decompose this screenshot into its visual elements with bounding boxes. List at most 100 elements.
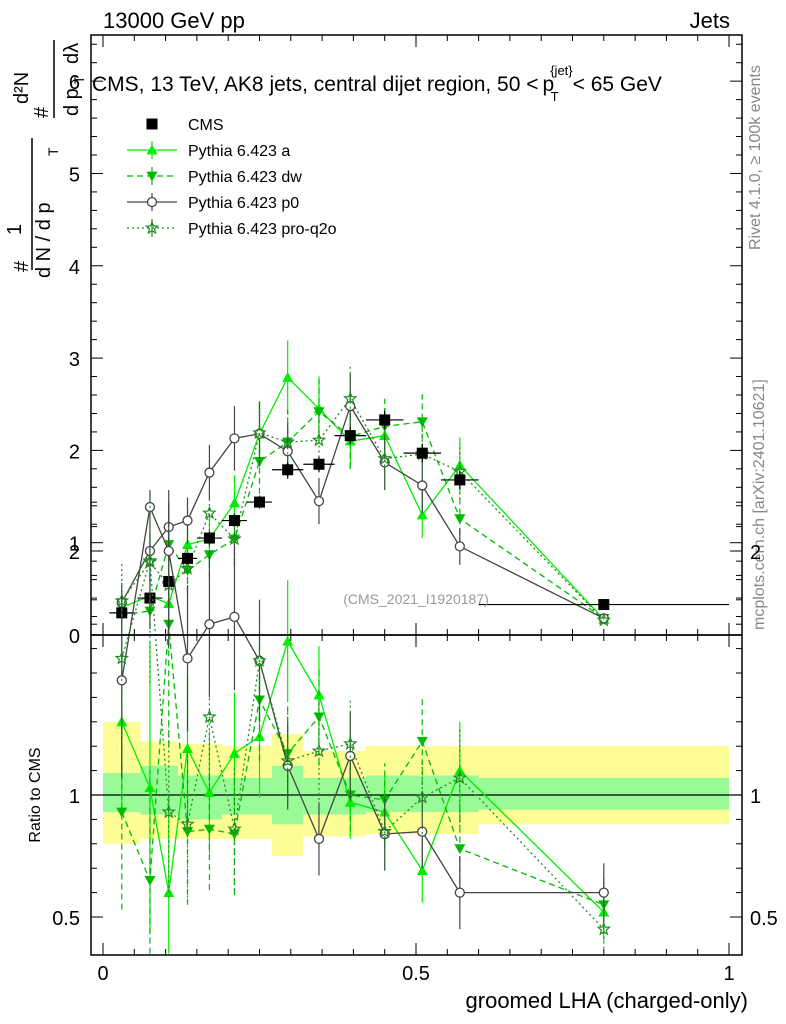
data-point-pythia_p0: [204, 619, 215, 630]
main-ytick-label: 0: [69, 626, 80, 648]
data-point-pythia_a: [282, 371, 294, 382]
data-point-pythia_proq2o: [343, 391, 358, 405]
data-point-pythia_dw: [416, 736, 428, 747]
main-title: CMS, 13 TeV, AK8 jets, central dijet reg…: [92, 63, 662, 104]
data-point-pythia_p0: [454, 541, 465, 552]
data-point-cms: [254, 496, 265, 508]
data-point-pythia_p0: [313, 496, 325, 507]
data-point-pythia_proq2o: [161, 804, 176, 819]
legend-label-pythia_p0: Pythia 6.423 p0: [188, 195, 299, 212]
data-point-pythia_proq2o: [180, 560, 195, 575]
ratio-ytick-label: 2: [69, 542, 80, 564]
main-ytick-label: 5: [69, 164, 80, 186]
data-point-pythia_p0: [229, 611, 240, 623]
main-series-layer: [109, 340, 729, 628]
data-point-pythia_proq2o: [596, 921, 612, 936]
series-line-pythia_a: [121, 639, 605, 913]
data-point-cms: [598, 599, 610, 611]
data-point-pythia_p0: [598, 887, 609, 898]
ratio-frame: [90, 634, 743, 956]
data-point-pythia_proq2o: [227, 531, 242, 546]
data-point-cms: [379, 414, 391, 426]
ratio-band-inner: [478, 777, 729, 810]
ratio-ytick-label-right: 1: [750, 786, 761, 808]
main-ytick-label: 2: [69, 441, 80, 463]
data-point-pythia_p0: [417, 480, 428, 491]
ylabel-t2: T: [71, 75, 87, 84]
data-point-cms: [228, 515, 240, 527]
data-point-pythia_p0: [282, 446, 293, 457]
data-point-pythia_proq2o: [202, 709, 217, 724]
legend-marker-pythia_dw: [146, 171, 158, 182]
data-point-pythia_dw: [454, 844, 466, 855]
header-right: Jets: [690, 8, 730, 33]
data-point-pythia_dw: [454, 514, 466, 525]
data-point-pythia_a: [416, 509, 428, 520]
data-point-cms: [313, 458, 325, 470]
legend-label-cms: CMS: [188, 117, 224, 134]
data-point-pythia_proq2o: [180, 816, 195, 831]
xtick-label: 0: [97, 963, 108, 985]
data-point-pythia_dw: [203, 824, 215, 835]
legend: CMS Pythia 6.423 a Pythia 6.423 dw Pythia 6…: [127, 117, 337, 238]
ylabel-t1: T: [45, 147, 61, 156]
data-point-pythia_proq2o: [596, 612, 612, 627]
data-point-pythia_proq2o: [252, 425, 267, 440]
data-point-pythia_a: [228, 497, 240, 508]
legend-label-pythia_proq2o: Pythia 6.423 pro-q2o: [188, 221, 337, 238]
ratio-ytick-label-right: 0.5: [750, 908, 778, 930]
ylabel-numer: d²N: [11, 72, 33, 104]
ratio-axis-ticks: 0.5 0.51 12 2: [52, 501, 778, 955]
data-point-pythia_proq2o: [280, 753, 295, 768]
data-point-pythia_proq2o: [343, 736, 358, 750]
data-point-pythia_proq2o: [202, 505, 217, 520]
series-line-pythia_p0: [121, 504, 604, 894]
data-point-pythia_dw: [313, 712, 325, 723]
series-pythia_proq2o: [114, 363, 612, 627]
data-point-pythia_p0: [313, 833, 325, 845]
data-point-pythia_proq2o: [377, 451, 392, 465]
main-ytick-label: 6: [69, 72, 80, 94]
ratio-ylabel: Ratio to CMS: [27, 747, 44, 842]
data-point-pythia_proq2o: [311, 432, 327, 447]
mcplots-label: mcplots.cern.ch [arXiv:2401.10621]: [751, 379, 768, 630]
legend-marker-pythia_proq2o: [144, 220, 160, 235]
data-point-pythia_a: [282, 635, 294, 646]
title-p: p: [543, 73, 555, 96]
rivet-label: Rivet 4.1.0, ≥ 100k events: [747, 65, 764, 250]
data-point-pythia_proq2o: [377, 823, 392, 838]
data-point-pythia_a: [182, 743, 194, 754]
data-point-pythia_proq2o: [142, 553, 158, 567]
title-tail: < 65 GeV: [573, 73, 662, 96]
series-line-pythia_p0: [121, 404, 605, 619]
ylabel-hash2: #: [31, 106, 53, 118]
ylabel-dn: d N / d p: [33, 202, 55, 278]
data-point-pythia_p0: [454, 887, 465, 898]
series-line-pythia_proq2o: [121, 560, 605, 930]
x-tick-labels: 0 0.5 1: [97, 963, 734, 985]
main-ytick-label: 1: [69, 534, 80, 556]
ratio-band-inner: [221, 777, 273, 815]
data-point-cms: [416, 447, 428, 459]
legend-label-pythia_dw: Pythia 6.423 dw: [188, 169, 302, 186]
data-point-pythia_proq2o: [114, 650, 130, 665]
data-point-cms: [344, 430, 356, 442]
data-point-pythia_a: [203, 787, 215, 797]
main-ytick-label: 3: [69, 349, 80, 371]
ylabel-hash1: #: [11, 260, 33, 272]
data-point-cms: [454, 474, 466, 486]
title-main: CMS, 13 TeV, AK8 jets, central dijet reg…: [92, 73, 539, 96]
ratio-series-layer: [114, 490, 612, 954]
data-point-cms: [282, 464, 294, 476]
ylabel-dlam: dλ: [61, 43, 83, 64]
series-line-pythia_a: [121, 376, 605, 620]
data-point-cms: [203, 532, 215, 544]
data-point-pythia_dw: [116, 807, 128, 818]
series-line-pythia_proq2o: [121, 397, 605, 621]
series-cms: [109, 410, 729, 619]
data-point-pythia_p0: [229, 433, 240, 444]
main-ylabel: # 1 d N / d p T # d²N d p T dλ: [4, 40, 87, 278]
